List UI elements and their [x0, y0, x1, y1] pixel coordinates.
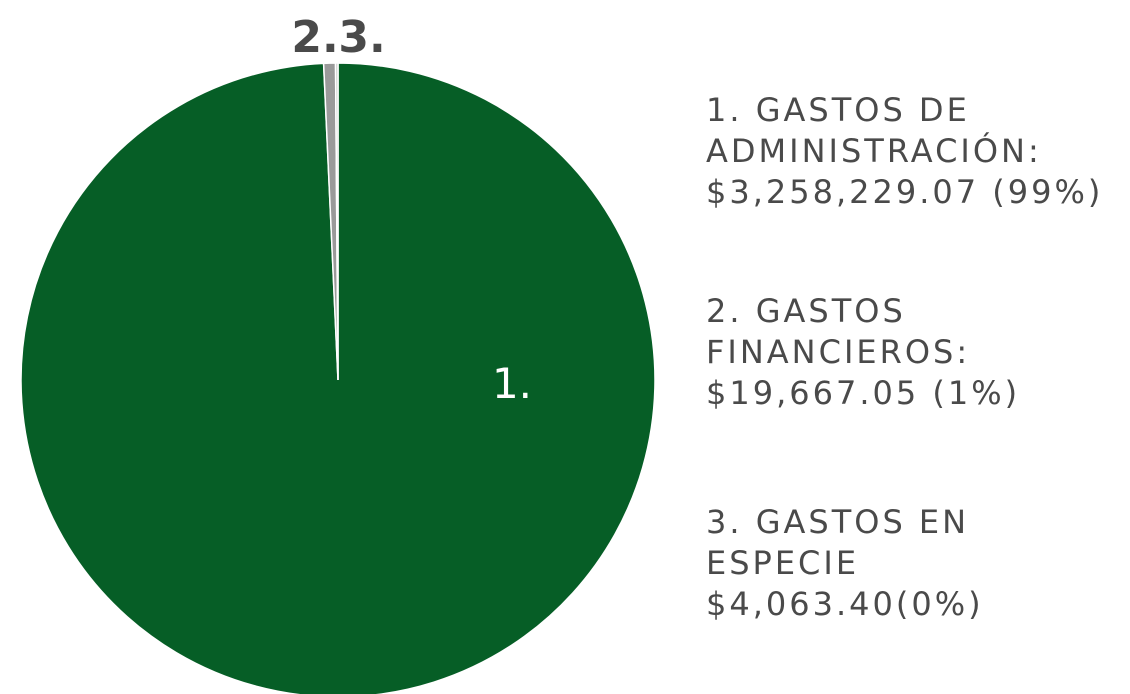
legend-entry-especie: 3. GASTOS EN ESPECIE $4,063.40(0%) [706, 502, 1126, 625]
slice-label-administracion: 1. [492, 359, 532, 408]
legend-line: ADMINISTRACIÓN: [706, 132, 1042, 170]
slice-label-financieros: 2. [291, 12, 338, 63]
legend-entry-financieros: 2. GASTOS FINANCIEROS: $19,667.05 (1%) [706, 291, 1126, 414]
slice-especie [334, 62, 339, 381]
legend-line: 1. GASTOS DE [706, 91, 970, 129]
legend-line: 3. GASTOS EN [706, 503, 970, 541]
legend-line: $3,258,229.07 (99%) [706, 173, 1104, 211]
legend-entry-administracion: 1. GASTOS DE ADMINISTRACIÓN: $3,258,229.… [706, 90, 1126, 213]
legend-line: FINANCIEROS: [706, 333, 971, 371]
legend-line: $19,667.05 (1%) [706, 374, 1021, 412]
slice-label-especie: 3. [338, 12, 385, 63]
legend-line: 2. GASTOS [706, 292, 906, 330]
slice-administracion [20, 62, 656, 694]
legend-line: ESPECIE [706, 544, 860, 582]
legend-line: $4,063.40(0%) [706, 585, 984, 623]
